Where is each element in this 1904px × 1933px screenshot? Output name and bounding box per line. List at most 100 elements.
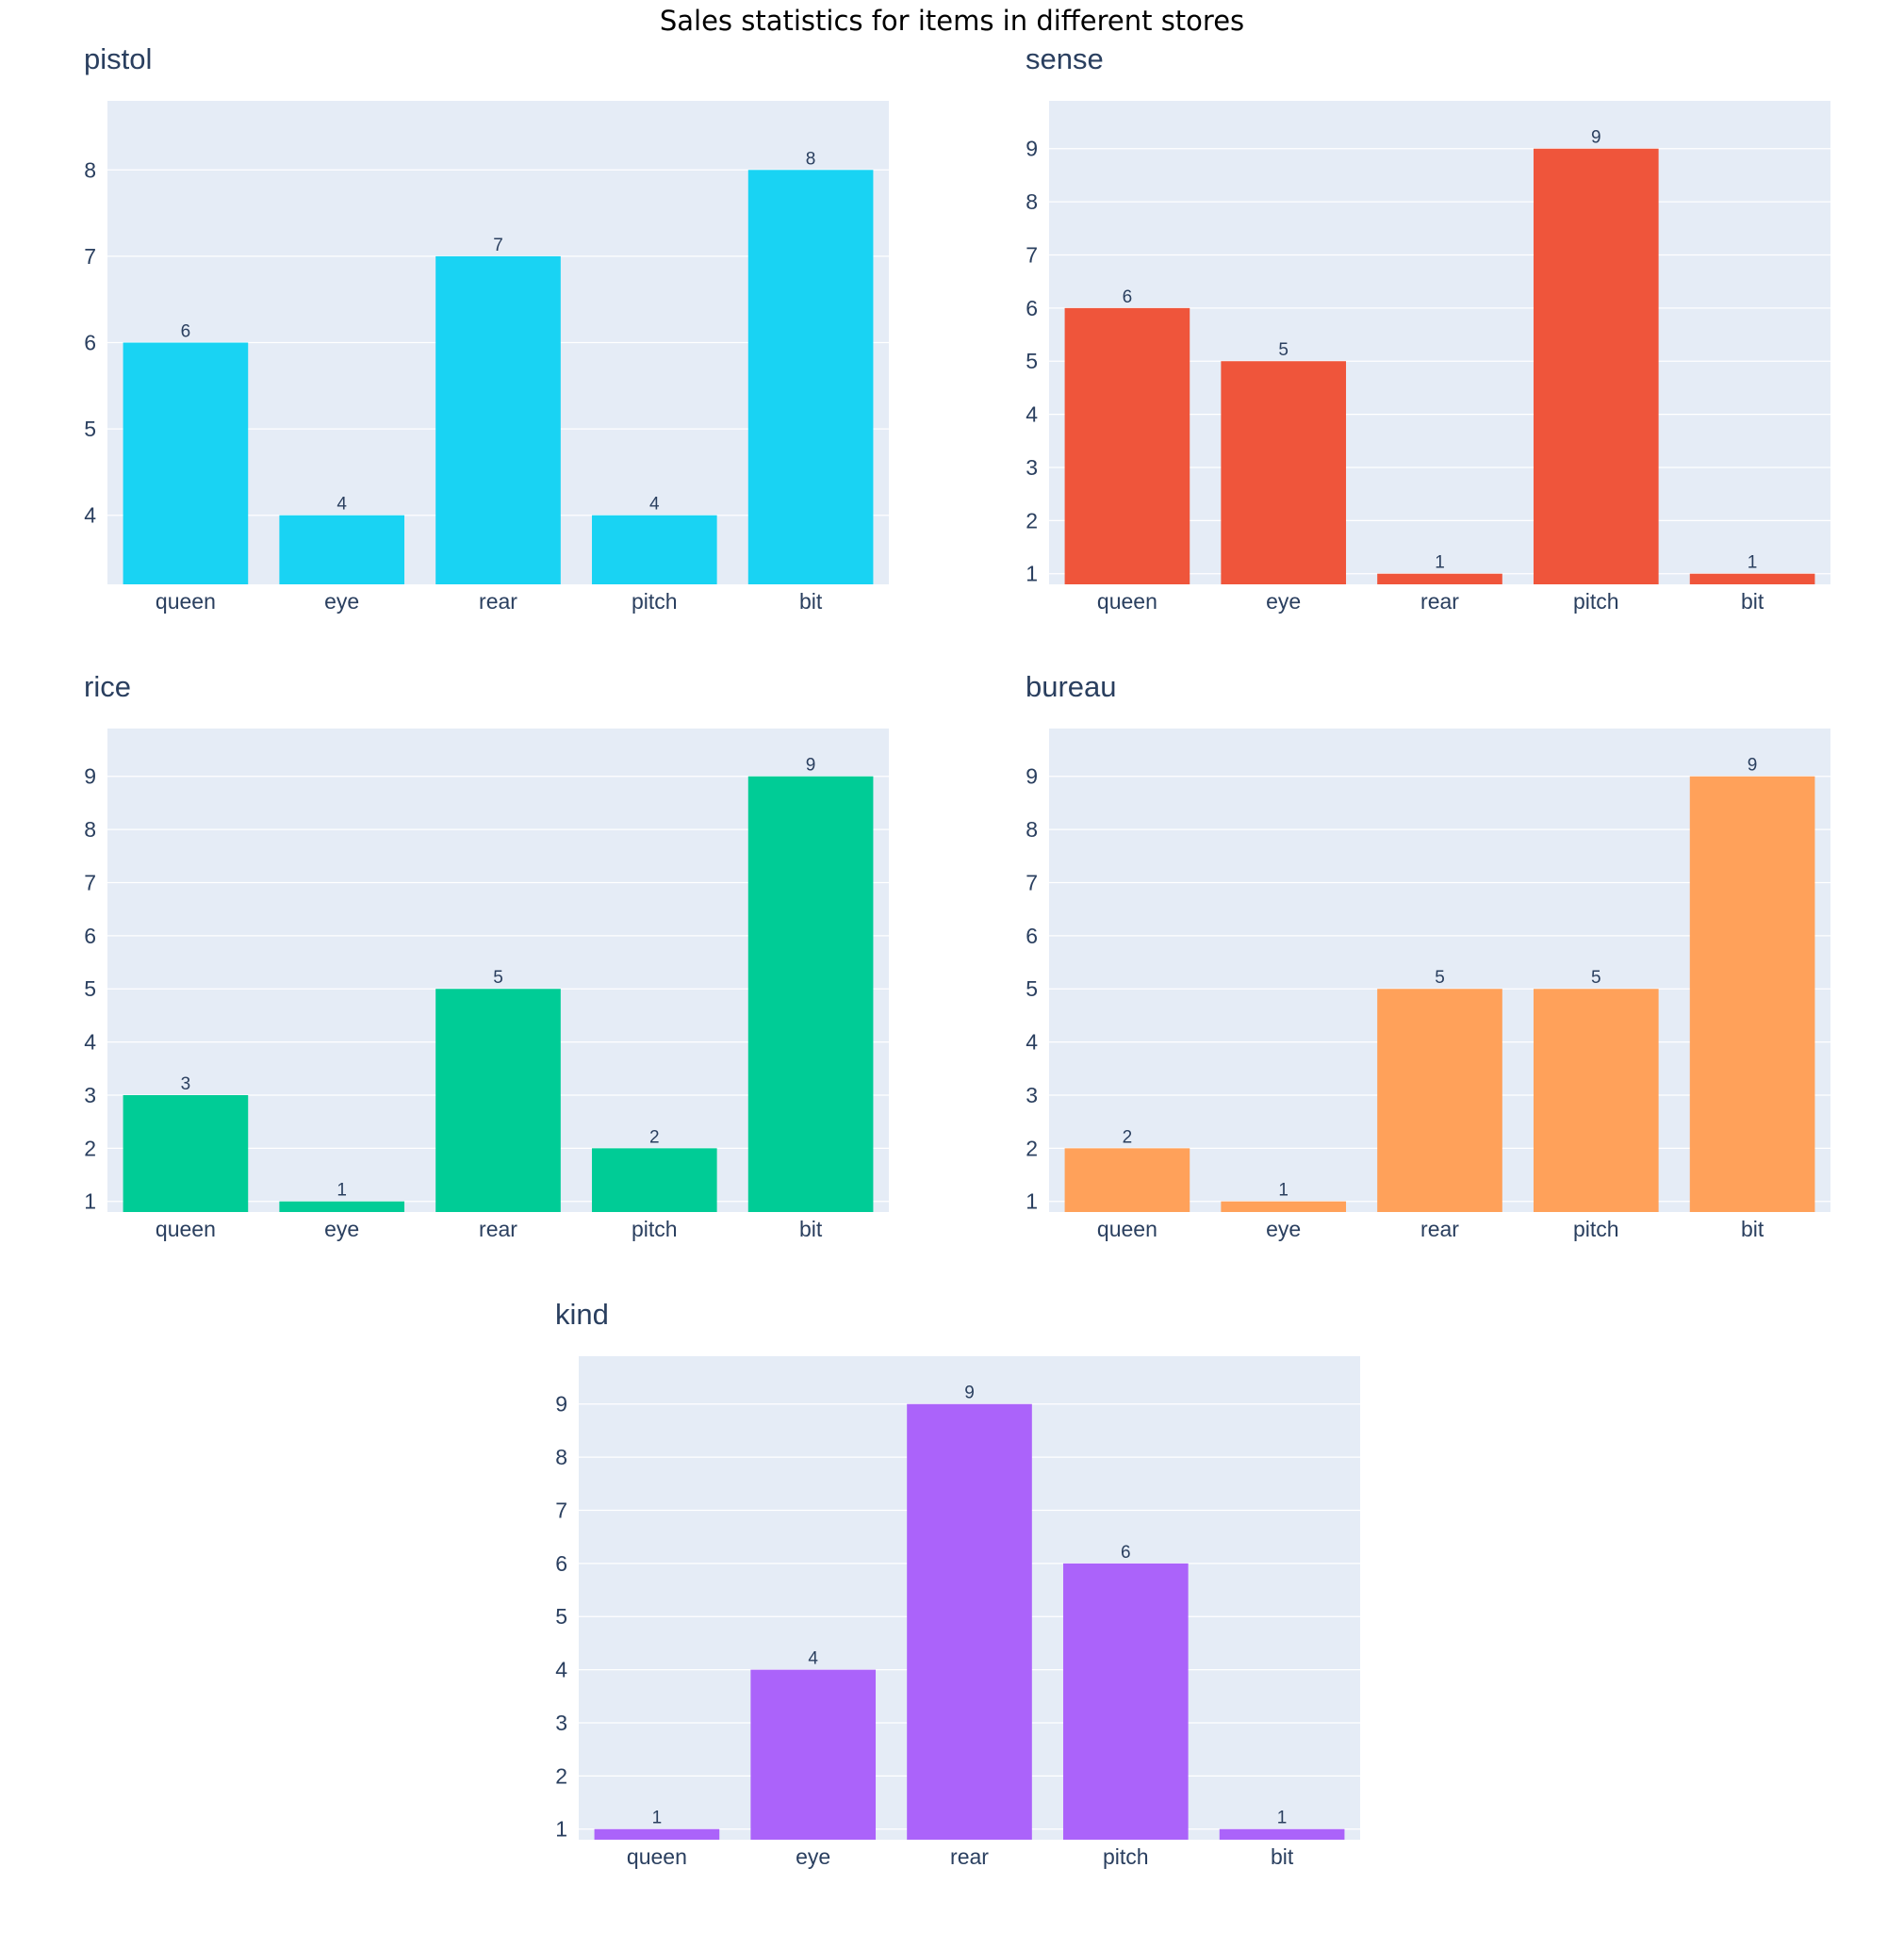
data-label-bureau-rear: 5: [1435, 968, 1445, 988]
y-tick-label-bureau-3: 3: [1026, 1083, 1038, 1107]
x-tick-label-bureau-rear: rear: [1420, 1217, 1459, 1241]
bar-kind-queen: [594, 1828, 720, 1840]
data-label-rice-pitch: 2: [649, 1127, 660, 1147]
y-tick-label-kind-3: 3: [555, 1711, 567, 1735]
bar-bureau-bit: [1689, 776, 1815, 1212]
y-tick-label-bureau-6: 6: [1026, 924, 1038, 948]
y-tick-label-bureau-5: 5: [1026, 976, 1038, 1001]
bar-bureau-eye: [1221, 1201, 1347, 1212]
subplot-rice: 1 2 3 4 5 6 7 8 9 3 queen 1 eye 5 rear 2 pitch 9 bit rice: [84, 670, 889, 1241]
x-tick-label-rice-pitch: pitch: [632, 1217, 678, 1241]
subplot-title-pistol: pistol: [84, 42, 152, 75]
y-tick-label-rice-9: 9: [84, 764, 96, 789]
data-label-rice-rear: 5: [493, 968, 503, 988]
y-tick-label-rice-4: 4: [84, 1030, 96, 1055]
bar-bureau-pitch: [1533, 989, 1659, 1212]
data-label-rice-queen: 3: [181, 1074, 191, 1094]
x-tick-label-kind-bit: bit: [1271, 1844, 1294, 1869]
y-tick-label-pistol-6: 6: [84, 331, 96, 355]
bar-sense-bit: [1689, 573, 1815, 584]
bar-rice-queen: [123, 1094, 249, 1212]
subplot-kind: 1 2 3 4 5 6 7 8 9 1 queen 4 eye 9 rear 6 pitch 1 bit kind: [555, 1298, 1360, 1869]
bar-pistol-eye: [279, 515, 405, 584]
y-tick-label-bureau-1: 1: [1026, 1189, 1038, 1214]
bar-pistol-bit: [747, 170, 874, 585]
x-tick-label-pistol-eye: eye: [324, 589, 359, 614]
y-tick-label-bureau-2: 2: [1026, 1136, 1038, 1160]
bar-sense-queen: [1064, 307, 1190, 584]
subplot-title-bureau: bureau: [1026, 670, 1117, 703]
y-tick-label-bureau-9: 9: [1026, 764, 1038, 789]
bar-sense-rear: [1377, 573, 1502, 584]
x-tick-label-sense-pitch: pitch: [1573, 589, 1619, 614]
y-tick-label-pistol-4: 4: [84, 503, 96, 528]
x-tick-label-pistol-bit: bit: [799, 589, 823, 614]
y-tick-label-sense-9: 9: [1026, 137, 1038, 161]
subplot-pistol: 4 5 6 7 8 6 queen 4 eye 7 rear 4 pitch 8 bit pistol: [84, 42, 889, 614]
y-tick-label-rice-2: 2: [84, 1136, 96, 1160]
bar-bureau-queen: [1064, 1148, 1190, 1212]
y-tick-label-sense-6: 6: [1026, 296, 1038, 320]
y-tick-label-sense-5: 5: [1026, 349, 1038, 373]
x-tick-label-bureau-bit: bit: [1741, 1217, 1764, 1241]
x-tick-label-sense-bit: bit: [1741, 589, 1764, 614]
subplot-bureau: 1 2 3 4 5 6 7 8 9 2 queen 1 eye 5 rear 5 pitch 9 bit bureau: [1026, 670, 1830, 1241]
bar-kind-bit: [1219, 1828, 1345, 1840]
x-tick-label-pistol-pitch: pitch: [632, 589, 678, 614]
bar-pistol-pitch: [591, 515, 717, 584]
data-label-kind-eye: 4: [808, 1649, 818, 1669]
data-label-kind-pitch: 6: [1121, 1543, 1131, 1563]
y-tick-label-kind-4: 4: [555, 1658, 567, 1682]
y-tick-label-kind-6: 6: [555, 1551, 567, 1576]
x-tick-label-kind-pitch: pitch: [1103, 1844, 1149, 1869]
bar-kind-pitch: [1062, 1563, 1189, 1840]
data-label-pistol-bit: 8: [806, 149, 816, 169]
x-tick-label-rice-bit: bit: [799, 1217, 823, 1241]
y-tick-label-rice-5: 5: [84, 976, 96, 1001]
y-tick-label-rice-8: 8: [84, 817, 96, 842]
y-tick-label-sense-4: 4: [1026, 402, 1038, 427]
subplot-title-kind: kind: [555, 1298, 609, 1331]
x-tick-label-rice-queen: queen: [156, 1217, 216, 1241]
y-tick-label-kind-9: 9: [555, 1392, 567, 1417]
data-label-sense-pitch: 9: [1591, 128, 1601, 148]
y-tick-label-pistol-8: 8: [84, 157, 96, 182]
bar-bureau-rear: [1377, 989, 1502, 1212]
x-tick-label-rice-rear: rear: [479, 1217, 517, 1241]
y-tick-label-kind-8: 8: [555, 1445, 567, 1469]
bar-rice-eye: [279, 1201, 405, 1212]
x-tick-label-kind-queen: queen: [627, 1844, 687, 1869]
bar-rice-pitch: [591, 1148, 717, 1212]
x-tick-label-bureau-queen: queen: [1097, 1217, 1157, 1241]
bar-sense-eye: [1221, 361, 1347, 584]
y-tick-label-sense-7: 7: [1026, 242, 1038, 267]
y-tick-label-kind-1: 1: [555, 1817, 567, 1842]
y-tick-label-pistol-7: 7: [84, 244, 96, 269]
data-label-pistol-pitch: 4: [649, 495, 660, 515]
data-label-rice-eye: 1: [336, 1181, 347, 1201]
data-label-pistol-rear: 7: [493, 236, 503, 255]
y-tick-label-rice-6: 6: [84, 924, 96, 948]
data-label-kind-queen: 1: [652, 1809, 663, 1828]
y-tick-label-rice-1: 1: [84, 1189, 96, 1214]
data-label-pistol-queen: 6: [181, 322, 191, 342]
y-tick-label-kind-7: 7: [555, 1498, 567, 1522]
bar-kind-rear: [907, 1403, 1032, 1840]
bar-kind-eye: [750, 1669, 877, 1840]
y-tick-label-sense-1: 1: [1026, 562, 1038, 586]
y-tick-label-sense-3: 3: [1026, 455, 1038, 480]
data-label-kind-rear: 9: [964, 1384, 975, 1403]
x-tick-label-pistol-rear: rear: [479, 589, 517, 614]
y-tick-label-kind-2: 2: [555, 1763, 567, 1788]
bar-sense-pitch: [1533, 148, 1659, 584]
y-tick-label-pistol-5: 5: [84, 417, 96, 441]
y-tick-label-kind-5: 5: [555, 1604, 567, 1629]
y-tick-label-bureau-7: 7: [1026, 870, 1038, 894]
x-tick-label-sense-queen: queen: [1097, 589, 1157, 614]
data-label-bureau-pitch: 5: [1591, 968, 1601, 988]
data-label-pistol-eye: 4: [336, 495, 347, 515]
subplot-title-rice: rice: [84, 670, 131, 703]
y-tick-label-sense-2: 2: [1026, 508, 1038, 532]
bar-rice-bit: [747, 776, 874, 1212]
